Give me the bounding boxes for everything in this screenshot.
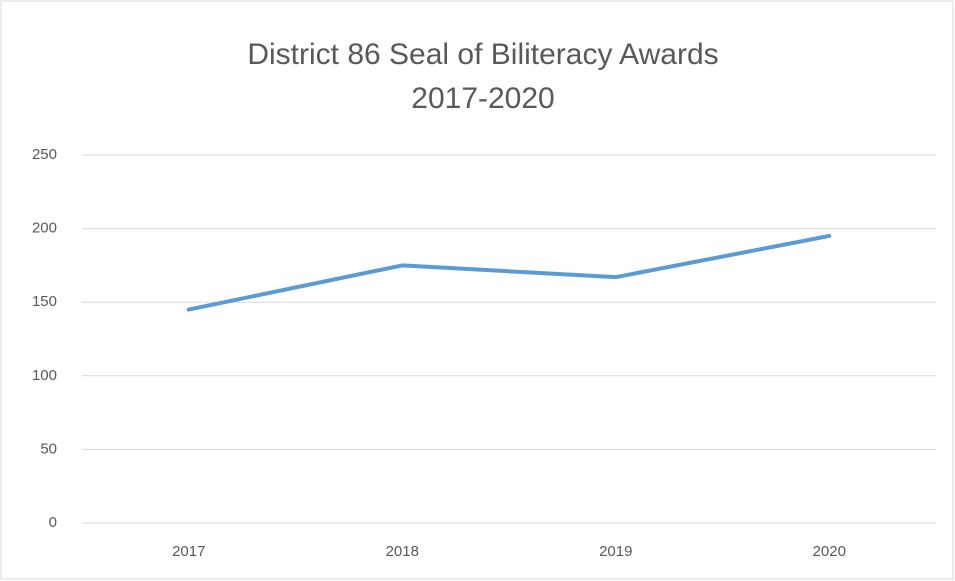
y-tick-label: 100 [32, 367, 57, 384]
line-series [186, 233, 832, 312]
x-tick-label: 2019 [599, 543, 632, 560]
y-tick-label: 250 [32, 146, 57, 163]
x-tick-label: 2017 [172, 543, 205, 560]
chart-title: District 86 Seal of Biliteracy Awards [247, 38, 718, 71]
y-tick-label: 0 [49, 514, 57, 531]
x-tick-label: 2018 [386, 543, 419, 560]
x-tick-label: 2020 [813, 543, 846, 560]
y-tick-label: 50 [40, 440, 57, 457]
chart-subtitle: 2017-2020 [411, 82, 554, 115]
y-tick-label: 150 [32, 293, 57, 310]
y-tick-label: 200 [32, 220, 57, 237]
